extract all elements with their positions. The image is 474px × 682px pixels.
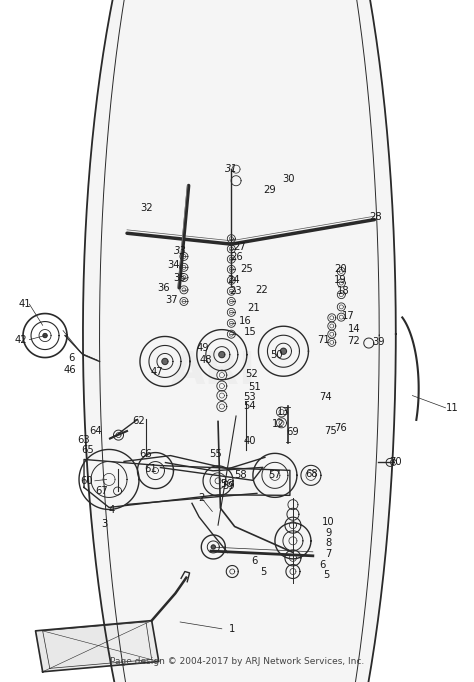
Text: 22: 22	[256, 285, 268, 295]
Text: 50: 50	[270, 350, 283, 359]
Text: 57: 57	[269, 471, 281, 480]
Text: 71: 71	[317, 335, 329, 344]
Text: 30: 30	[282, 175, 294, 184]
Text: 69: 69	[286, 427, 299, 436]
Text: 72: 72	[347, 336, 359, 346]
Text: 32: 32	[141, 203, 153, 213]
Text: 6: 6	[68, 353, 74, 363]
Text: 41: 41	[18, 299, 31, 309]
Text: 12: 12	[272, 419, 284, 429]
Text: 59: 59	[223, 481, 235, 491]
Text: 62: 62	[132, 417, 145, 426]
Text: 53: 53	[244, 392, 256, 402]
Text: 16: 16	[239, 316, 252, 325]
Text: 33: 33	[174, 246, 186, 256]
Text: 27: 27	[233, 242, 246, 252]
Polygon shape	[211, 545, 215, 549]
Text: 61: 61	[145, 464, 157, 474]
Text: 4: 4	[108, 505, 115, 515]
Polygon shape	[43, 333, 47, 338]
Text: ARI: ARI	[171, 350, 256, 394]
Text: 42: 42	[15, 335, 27, 344]
Text: 74: 74	[319, 392, 332, 402]
Text: 6: 6	[251, 556, 258, 565]
Text: 17: 17	[342, 311, 355, 321]
Text: 5: 5	[260, 567, 266, 576]
Text: 37: 37	[165, 295, 178, 305]
Text: 70: 70	[390, 458, 402, 467]
Text: 28: 28	[370, 212, 382, 222]
Text: 35: 35	[173, 273, 185, 282]
Text: 1: 1	[229, 624, 236, 634]
Text: 36: 36	[157, 283, 170, 293]
Text: 29: 29	[263, 185, 275, 194]
Text: 75: 75	[324, 426, 337, 436]
Polygon shape	[281, 349, 286, 354]
Text: 67: 67	[96, 486, 108, 496]
Polygon shape	[219, 352, 225, 357]
Text: 31: 31	[225, 164, 237, 174]
Text: 68: 68	[306, 469, 318, 479]
Text: 18: 18	[337, 286, 350, 296]
Polygon shape	[162, 359, 168, 364]
Text: 9: 9	[325, 528, 332, 537]
Text: 40: 40	[244, 436, 256, 446]
Text: 21: 21	[247, 303, 260, 313]
Text: 24: 24	[227, 275, 239, 284]
Text: 6: 6	[319, 560, 326, 569]
Text: 66: 66	[140, 449, 152, 458]
Polygon shape	[36, 621, 159, 672]
Text: 19: 19	[334, 275, 346, 284]
Text: 25: 25	[240, 265, 253, 274]
Text: 47: 47	[150, 367, 163, 376]
Text: 63: 63	[78, 435, 90, 445]
Text: 52: 52	[245, 369, 257, 379]
Text: 26: 26	[231, 252, 243, 262]
Text: 2: 2	[198, 493, 205, 503]
Text: 5: 5	[323, 570, 329, 580]
Text: 11: 11	[447, 403, 459, 413]
Text: 3: 3	[101, 519, 108, 529]
Text: 51: 51	[248, 383, 261, 392]
Text: 58: 58	[235, 471, 247, 480]
Text: 8: 8	[325, 538, 332, 548]
Text: 48: 48	[200, 355, 212, 365]
Text: 64: 64	[90, 426, 102, 436]
Text: 54: 54	[244, 402, 256, 411]
Text: 20: 20	[334, 264, 346, 273]
Text: 46: 46	[64, 366, 76, 375]
Text: 56: 56	[220, 479, 233, 489]
Text: Page design © 2004-2017 by ARJ Network Services, Inc.: Page design © 2004-2017 by ARJ Network S…	[110, 657, 364, 666]
Polygon shape	[83, 0, 396, 682]
Text: 55: 55	[210, 449, 222, 458]
Text: 60: 60	[81, 476, 93, 486]
Text: 34: 34	[168, 260, 180, 269]
Text: 23: 23	[230, 286, 242, 296]
Text: 14: 14	[348, 325, 361, 334]
Text: 13: 13	[277, 407, 289, 417]
Text: 7: 7	[325, 549, 332, 559]
Text: 49: 49	[197, 343, 209, 353]
Text: 10: 10	[322, 518, 335, 527]
Text: 39: 39	[372, 338, 384, 347]
Text: 76: 76	[334, 423, 346, 432]
Text: 65: 65	[82, 445, 94, 455]
Text: 15: 15	[244, 327, 256, 337]
